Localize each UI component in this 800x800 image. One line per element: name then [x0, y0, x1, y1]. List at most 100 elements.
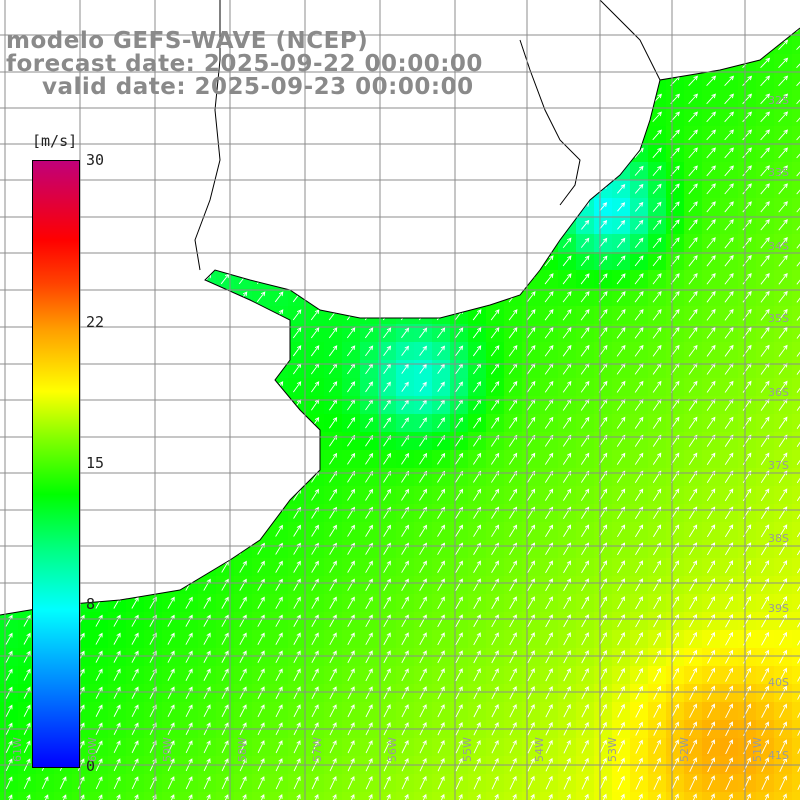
wind-arrow	[221, 776, 229, 790]
wind-arrow	[401, 417, 409, 429]
wind-arrow	[221, 650, 229, 663]
wind-arrow	[473, 650, 481, 664]
field-cell	[792, 414, 800, 432]
wind-arrow	[635, 614, 643, 628]
wind-arrow	[724, 165, 734, 177]
wind-arrow	[527, 488, 536, 501]
wind-arrow	[383, 650, 391, 664]
wind-arrow	[509, 668, 517, 682]
wind-arrow	[311, 776, 319, 790]
wind-arrow	[617, 578, 625, 592]
wind-arrow	[562, 326, 572, 339]
wind-arrow	[652, 201, 662, 212]
field-cell	[162, 792, 180, 800]
wind-arrow	[383, 488, 392, 501]
wind-arrow	[746, 793, 751, 800]
latitude-label: 40S	[768, 676, 789, 689]
wind-arrow	[257, 560, 265, 573]
wind-arrow	[652, 111, 662, 123]
wind-arrow	[491, 524, 500, 537]
field-cell	[792, 504, 800, 522]
wind-arrow	[635, 775, 643, 790]
wind-arrow	[689, 596, 697, 610]
wind-arrow	[688, 380, 698, 393]
wind-arrow	[293, 632, 301, 645]
wind-arrow	[580, 380, 590, 393]
wind-arrow	[742, 165, 752, 177]
field-cell	[792, 684, 800, 702]
wind-arrow	[329, 650, 337, 664]
wind-arrow	[476, 793, 481, 800]
wind-arrow	[671, 685, 679, 700]
field-cell	[792, 180, 800, 198]
wind-arrow	[706, 308, 716, 321]
wind-arrow	[797, 693, 800, 700]
wind-arrow	[383, 524, 391, 537]
wind-arrow	[635, 578, 643, 592]
wind-arrow	[652, 308, 662, 321]
wind-arrow	[455, 381, 463, 393]
wind-arrow	[652, 165, 662, 177]
wind-arrow	[581, 650, 589, 664]
wind-arrow	[491, 650, 499, 664]
wind-arrow	[491, 488, 500, 501]
wind-arrow	[760, 272, 770, 285]
wind-arrow	[724, 237, 734, 249]
wind-arrow	[383, 452, 392, 465]
wind-arrow	[275, 596, 283, 609]
field-cell	[180, 792, 198, 800]
wind-arrow	[278, 794, 283, 800]
wind-arrow	[473, 578, 481, 592]
field-cell	[18, 792, 36, 800]
wind-arrow	[671, 560, 680, 574]
wind-arrow	[634, 291, 644, 303]
wind-arrow	[365, 417, 374, 429]
wind-arrow	[707, 649, 715, 664]
wind-arrow	[688, 75, 699, 87]
wind-arrow	[185, 614, 193, 627]
wind-arrow	[188, 794, 193, 800]
wind-arrow	[437, 704, 445, 718]
wind-arrow	[634, 273, 644, 285]
wind-arrow	[796, 99, 800, 105]
wind-arrow	[329, 614, 337, 627]
wind-arrow	[508, 345, 518, 357]
wind-arrow	[562, 273, 572, 285]
wind-arrow	[725, 649, 733, 664]
wind-arrow	[419, 650, 427, 664]
wind-arrow	[796, 549, 800, 556]
wind-arrow	[365, 668, 373, 682]
wind-arrow	[706, 147, 716, 159]
wind-arrow	[310, 309, 320, 321]
wind-arrow	[653, 524, 662, 538]
wind-arrow	[707, 631, 715, 646]
wind-arrow	[796, 405, 800, 411]
colorbar-tick-label: 30	[86, 151, 105, 169]
wind-arrow	[350, 793, 355, 800]
field-cell	[792, 360, 800, 378]
wind-arrow	[509, 488, 518, 501]
wind-arrow	[473, 775, 481, 790]
field-cell	[594, 792, 612, 800]
wind-arrow	[527, 578, 535, 592]
wind-arrow	[566, 793, 571, 800]
wind-arrow	[689, 685, 697, 700]
wind-arrow	[635, 649, 643, 664]
wind-arrow	[365, 704, 373, 718]
wind-arrow	[401, 560, 409, 573]
wind-arrow	[760, 290, 770, 303]
wind-arrow	[796, 297, 800, 303]
wind-arrow	[653, 649, 661, 664]
wind-arrow	[545, 668, 553, 682]
field-cell	[792, 450, 800, 468]
wind-arrow	[689, 560, 698, 574]
wind-arrow	[706, 111, 716, 123]
wind-arrow	[221, 740, 229, 754]
longitude-label: 60W	[86, 737, 99, 762]
wind-arrow	[185, 632, 193, 645]
wind-arrow	[526, 309, 536, 321]
colorbar	[32, 160, 80, 768]
wind-arrow	[760, 147, 770, 159]
wind-arrow	[310, 327, 320, 339]
wind-arrow	[688, 219, 698, 231]
